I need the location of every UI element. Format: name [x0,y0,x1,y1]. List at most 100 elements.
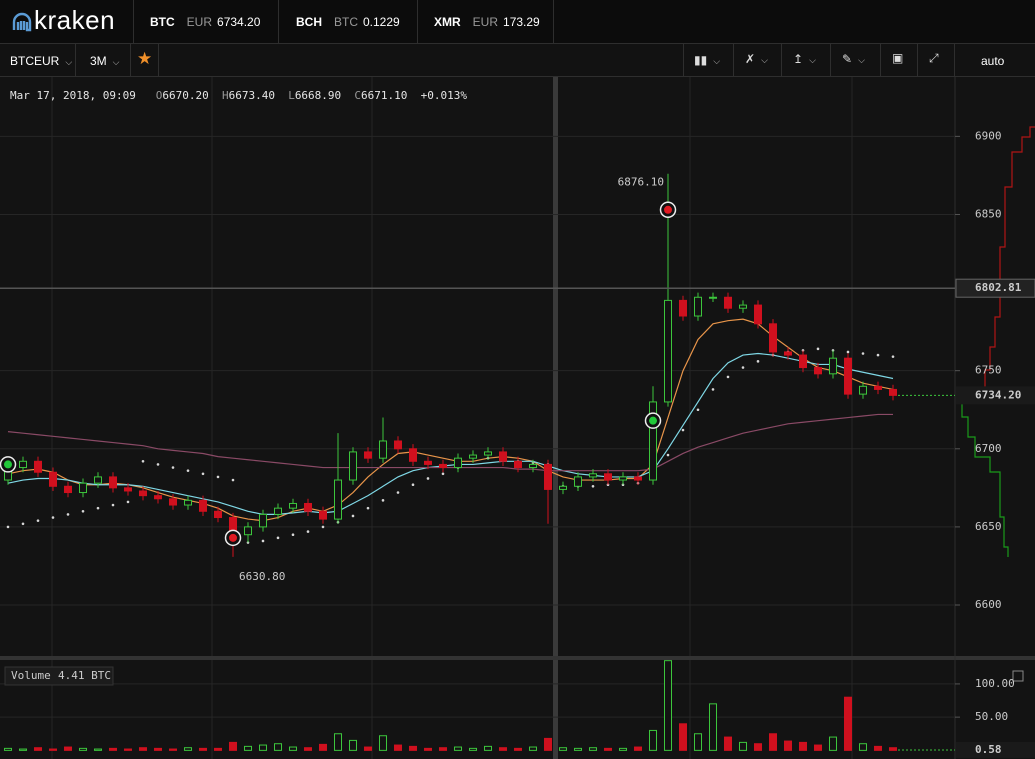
sar-dot [411,483,415,487]
candle-body [379,440,387,459]
last-volume-label: 0.58 [975,743,1002,756]
sar-dot [711,388,715,391]
sar-dot [21,522,25,526]
volume-bar [214,747,222,751]
candle-body [649,401,657,481]
sar-dot [81,509,85,513]
ticker[interactable]: BCH BTC 0.1229 [296,15,400,29]
y-tick-label: 6850 [975,207,1002,220]
sar-dot [51,516,55,519]
candle-body [754,304,762,325]
fullscreen-button[interactable]: ⤢ [929,51,939,65]
sar-dot [381,499,385,502]
volume-bar [424,747,432,751]
candle-body [364,451,372,459]
volume-bar [169,748,177,751]
ticker[interactable]: BTC EUR 6734.20 [150,15,260,29]
sar-dot [276,536,280,540]
candle-body [544,463,552,490]
volume-bar [844,696,852,751]
pane-maximize[interactable] [1012,670,1024,682]
compare-button[interactable]: ↥ ⌵ [793,52,816,66]
volume-bar [469,747,477,751]
favorite-star[interactable]: ★ [137,49,153,68]
volume-legend-box [4,666,114,686]
moving-average [7,352,894,516]
candle-body [589,473,597,478]
volume-bar [19,748,27,751]
chart-background [0,77,1035,759]
volume-bar [304,747,312,751]
last-price-label: 6734.20 [975,388,1021,401]
volume-bar [364,746,372,751]
volume-bar [379,735,387,751]
candle-body [214,510,222,519]
candle-body [574,476,582,487]
chart-type-button[interactable]: ▮▮ ⌵ [694,53,721,67]
y-tick-label: 6650 [975,520,1002,533]
volume-bar [124,748,132,751]
candle-body [424,460,432,465]
sar-dot [186,469,190,472]
volume-bar [604,747,612,751]
sar-dot [696,408,700,412]
sar-dot [231,478,235,482]
candle-body [679,299,687,317]
volume-bar [724,736,732,751]
sar-dot [351,514,355,518]
legend-value: 6668.90 [294,89,342,102]
sar-dot [321,525,325,529]
volume-bar [754,743,762,751]
volume-bar [709,703,717,751]
indicators-button[interactable]: ✗ ⌵ [745,52,768,66]
logo[interactable]: kraken [34,5,116,35]
volume-title: Volume [11,669,51,682]
sar-dot [591,484,595,488]
candle-body [139,490,147,497]
volume-bar [274,743,282,751]
sar-dot [621,483,625,487]
y-tick-label: 6900 [975,129,1002,142]
ticker-price: 0.1229 [363,15,400,29]
volume-bar [574,747,582,751]
sar-dot [261,539,265,543]
candle-body [664,299,672,403]
volume-bar [889,747,897,751]
sar-dot [726,375,730,379]
scale-mode[interactable]: auto [981,54,1005,68]
sar-dot [201,472,205,476]
candle-body [814,367,822,375]
candle-body [889,388,897,396]
volume-bar [4,747,12,751]
sar-dot [756,360,760,363]
volume-bar [679,723,687,751]
volume-value: 4.41 BTC [58,669,111,682]
volume-bar [859,743,867,751]
draw-button[interactable]: ✎ ⌵ [842,52,865,66]
moving-average [7,413,893,472]
candle-body [514,460,522,469]
screenshot-button[interactable]: ▣ [892,51,904,65]
candle-body [169,498,177,506]
candle-body [34,460,42,473]
candle-body [319,510,327,520]
candle-body [769,323,777,353]
interval-select[interactable]: 3M ⌵ [90,54,120,68]
candle-body [19,460,27,469]
volume-bar [694,733,702,751]
volume-bar [244,745,252,751]
last-price-box [956,386,1035,405]
candle-body [604,473,612,481]
vertical-grid [51,77,853,759]
volume-bar [544,737,552,751]
candle-body [289,502,297,509]
pair-select[interactable]: BTCEUR ⌵ [10,54,73,68]
ticker-quote: EUR [472,15,499,29]
candle-body [154,495,162,500]
candle-body [49,471,57,487]
volume-bar [34,747,42,751]
interval: 3M [90,54,107,68]
y-tick-label: 6700 [975,442,1002,455]
extreme-label: 6876.10 [618,176,664,189]
ticker[interactable]: XMR EUR 173.29 [434,15,540,29]
